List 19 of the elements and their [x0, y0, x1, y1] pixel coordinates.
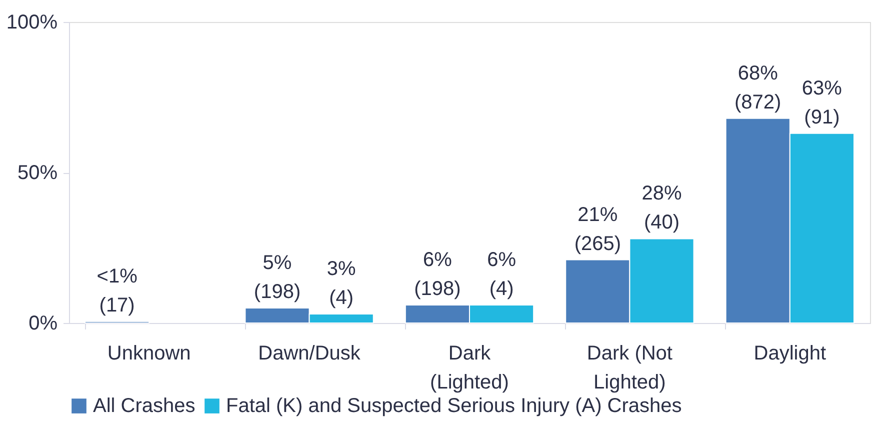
x-tick-label: Daylight: [754, 342, 826, 364]
x-tick-label: Unknown: [107, 342, 191, 364]
data-label: 5% (198): [254, 252, 301, 303]
y-tick-label: 50%: [17, 162, 58, 184]
data-label: 3% (4): [326, 258, 356, 309]
data-label: 68% (872): [734, 62, 782, 114]
data-label: 63% (91): [802, 77, 842, 128]
y-tick-label: 100%: [6, 12, 58, 34]
x-tick-label: Dark (Lighted): [430, 342, 509, 394]
data-label: 6% (4): [487, 248, 516, 300]
legend-label: Fatal (K) and Suspected Serious Injury (A) Crashes: [226, 395, 682, 417]
legend-label: All Crashes: [93, 395, 196, 417]
data-label: 28% (40): [642, 182, 682, 234]
x-tick-label: Dark (Not Lighted): [586, 342, 673, 394]
x-tick-label: Dawn/Dusk: [258, 342, 362, 364]
data-label: <1% (17): [96, 265, 138, 316]
data-label: 6% (198): [414, 248, 461, 300]
data-label: 21% (265): [574, 204, 622, 255]
y-tick-label: 0%: [28, 312, 58, 334]
